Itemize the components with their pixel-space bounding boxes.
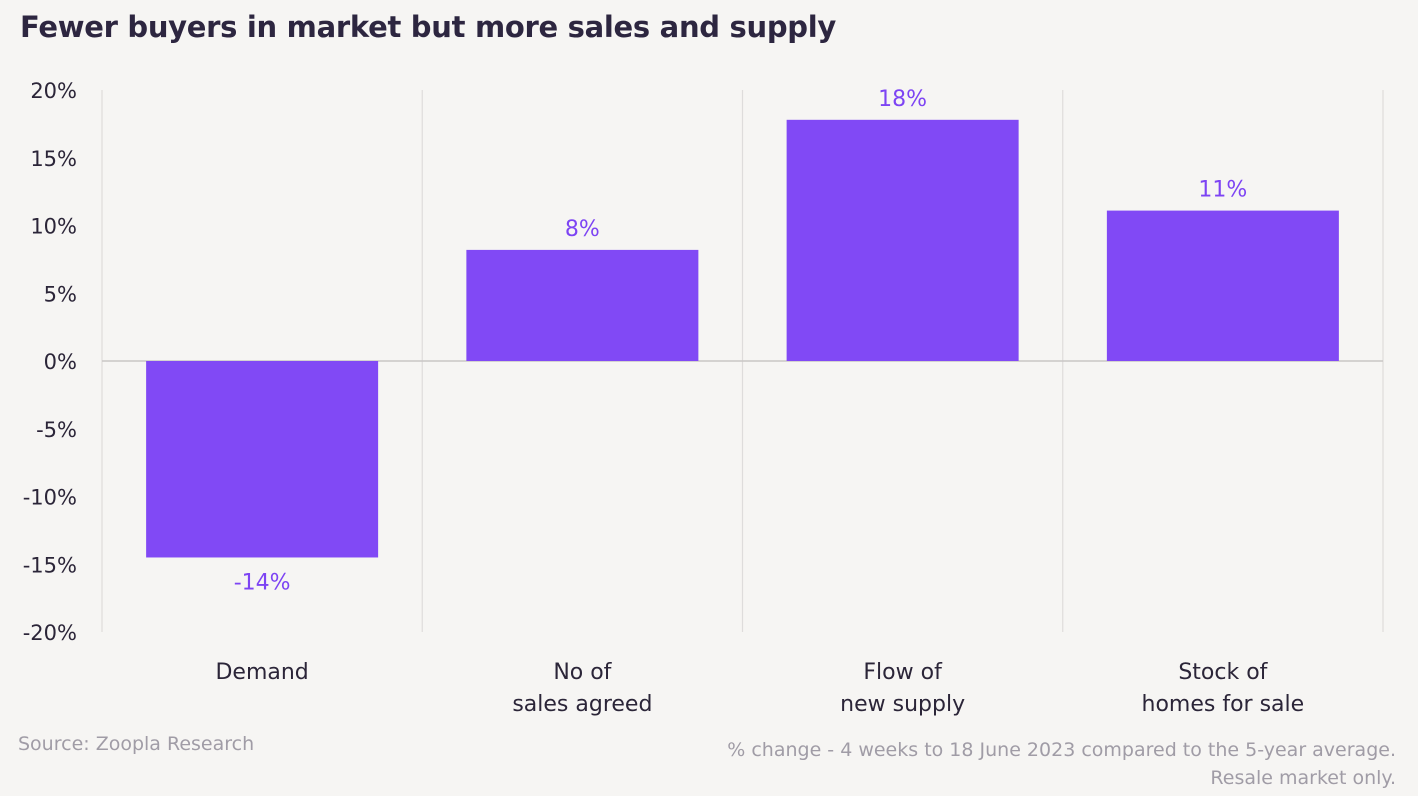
category-label: Stock of	[1178, 660, 1268, 685]
footnote-line-1: % change - 4 weeks to 18 June 2023 compa…	[727, 739, 1396, 761]
bar	[1106, 210, 1339, 361]
chart-title: Fewer buyers in market but more sales an…	[20, 10, 837, 44]
bars	[146, 119, 1339, 558]
source-note: Source: Zoopla Research	[18, 733, 255, 755]
bar	[786, 119, 1019, 361]
data-labels: -14% 8% 18% 11%	[234, 87, 1248, 596]
y-tick-label: 15%	[30, 147, 77, 171]
y-tick-label: -5%	[36, 418, 77, 442]
category-label: No of	[553, 660, 612, 685]
y-axis-ticks: 20% 15% 10% 5% 0% -5% -10% -15% -20%	[23, 79, 77, 645]
category-labels: Demand No of sales agreed Flow of new supply…	[215, 660, 1304, 717]
y-tick-label: -20%	[23, 621, 77, 645]
category-label: Demand	[215, 660, 308, 685]
data-label: 8%	[565, 217, 600, 242]
bar-chart: 20% 15% 10% 5% 0% -5% -10% -15% -20% -14% 8% 18% 11…	[23, 79, 1384, 717]
y-tick-label: 10%	[30, 215, 77, 239]
y-tick-label: 5%	[44, 282, 77, 306]
category-label: homes for sale	[1142, 692, 1305, 717]
data-label: 11%	[1198, 178, 1247, 203]
bar	[466, 249, 699, 361]
footnote: % change - 4 weeks to 18 June 2023 compa…	[727, 736, 1396, 792]
y-tick-label: 20%	[30, 79, 77, 103]
bar	[146, 361, 379, 558]
y-tick-label: -15%	[23, 553, 77, 577]
category-label: Flow of	[863, 660, 943, 685]
category-label: sales agreed	[512, 692, 652, 717]
category-label: new supply	[840, 692, 965, 717]
y-tick-label: -10%	[23, 486, 77, 510]
data-label: 18%	[878, 87, 927, 112]
footnote-line-2: Resale market only.	[1210, 767, 1396, 789]
data-label: -14%	[234, 570, 291, 595]
y-tick-label: 0%	[44, 350, 77, 374]
